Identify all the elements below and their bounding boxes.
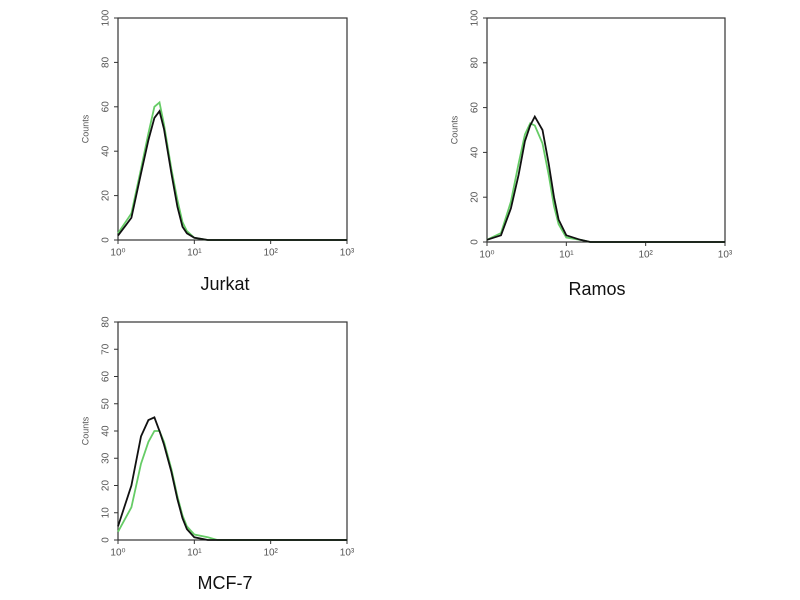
histogram-line xyxy=(486,122,725,243)
x-tick-label: 10⁰ xyxy=(110,548,125,559)
y-tick-label: 40 xyxy=(101,145,112,157)
y-tick-label: 40 xyxy=(470,146,481,158)
x-tick-label: 10⁰ xyxy=(479,250,494,261)
y-tick-label: 10 xyxy=(101,507,112,519)
y-tick-label: 0 xyxy=(470,239,481,245)
y-axis-label: Counts xyxy=(449,115,459,144)
x-tick-label: 10¹ xyxy=(559,250,574,261)
panel-title: Ramos xyxy=(568,279,625,299)
x-tick-label: 10⁰ xyxy=(110,248,125,259)
y-tick-label: 40 xyxy=(101,425,112,437)
y-tick-label: 80 xyxy=(101,56,112,68)
y-tick-label: 0 xyxy=(101,537,112,543)
x-tick-label: 10³ xyxy=(340,248,355,259)
y-tick-label: 60 xyxy=(101,101,112,113)
panel-title: Jurkat xyxy=(200,274,249,294)
y-tick-label: 80 xyxy=(101,316,112,328)
y-tick-label: 60 xyxy=(101,371,112,383)
y-tick-label: 50 xyxy=(101,398,112,410)
plot-frame xyxy=(117,17,348,241)
y-tick-label: 30 xyxy=(101,452,112,464)
histogram-line xyxy=(117,109,347,241)
x-tick-label: 10¹ xyxy=(187,248,202,259)
y-tick-label: 70 xyxy=(101,343,112,355)
plot-frame xyxy=(486,17,726,243)
y-tick-label: 60 xyxy=(470,102,481,114)
y-tick-label: 20 xyxy=(101,190,112,202)
y-axis-label: Counts xyxy=(80,114,90,143)
x-tick-label: 10² xyxy=(263,548,278,559)
y-tick-label: 20 xyxy=(470,191,481,203)
y-tick-label: 100 xyxy=(101,9,112,26)
x-tick-label: 10³ xyxy=(718,250,733,261)
y-tick-label: 20 xyxy=(101,480,112,492)
y-axis-label: Counts xyxy=(80,416,90,445)
y-tick-label: 0 xyxy=(101,237,112,243)
x-tick-label: 10¹ xyxy=(187,548,202,559)
y-tick-label: 80 xyxy=(470,57,481,69)
x-tick-label: 10² xyxy=(263,248,278,259)
y-tick-label: 100 xyxy=(470,9,481,26)
plot-frame xyxy=(117,321,348,541)
x-tick-label: 10² xyxy=(638,250,653,261)
panel-title: MCF-7 xyxy=(198,573,253,593)
histogram-line xyxy=(117,430,347,541)
x-tick-label: 10³ xyxy=(340,548,355,559)
histogram-line xyxy=(117,416,347,541)
histogram-line xyxy=(486,114,725,243)
